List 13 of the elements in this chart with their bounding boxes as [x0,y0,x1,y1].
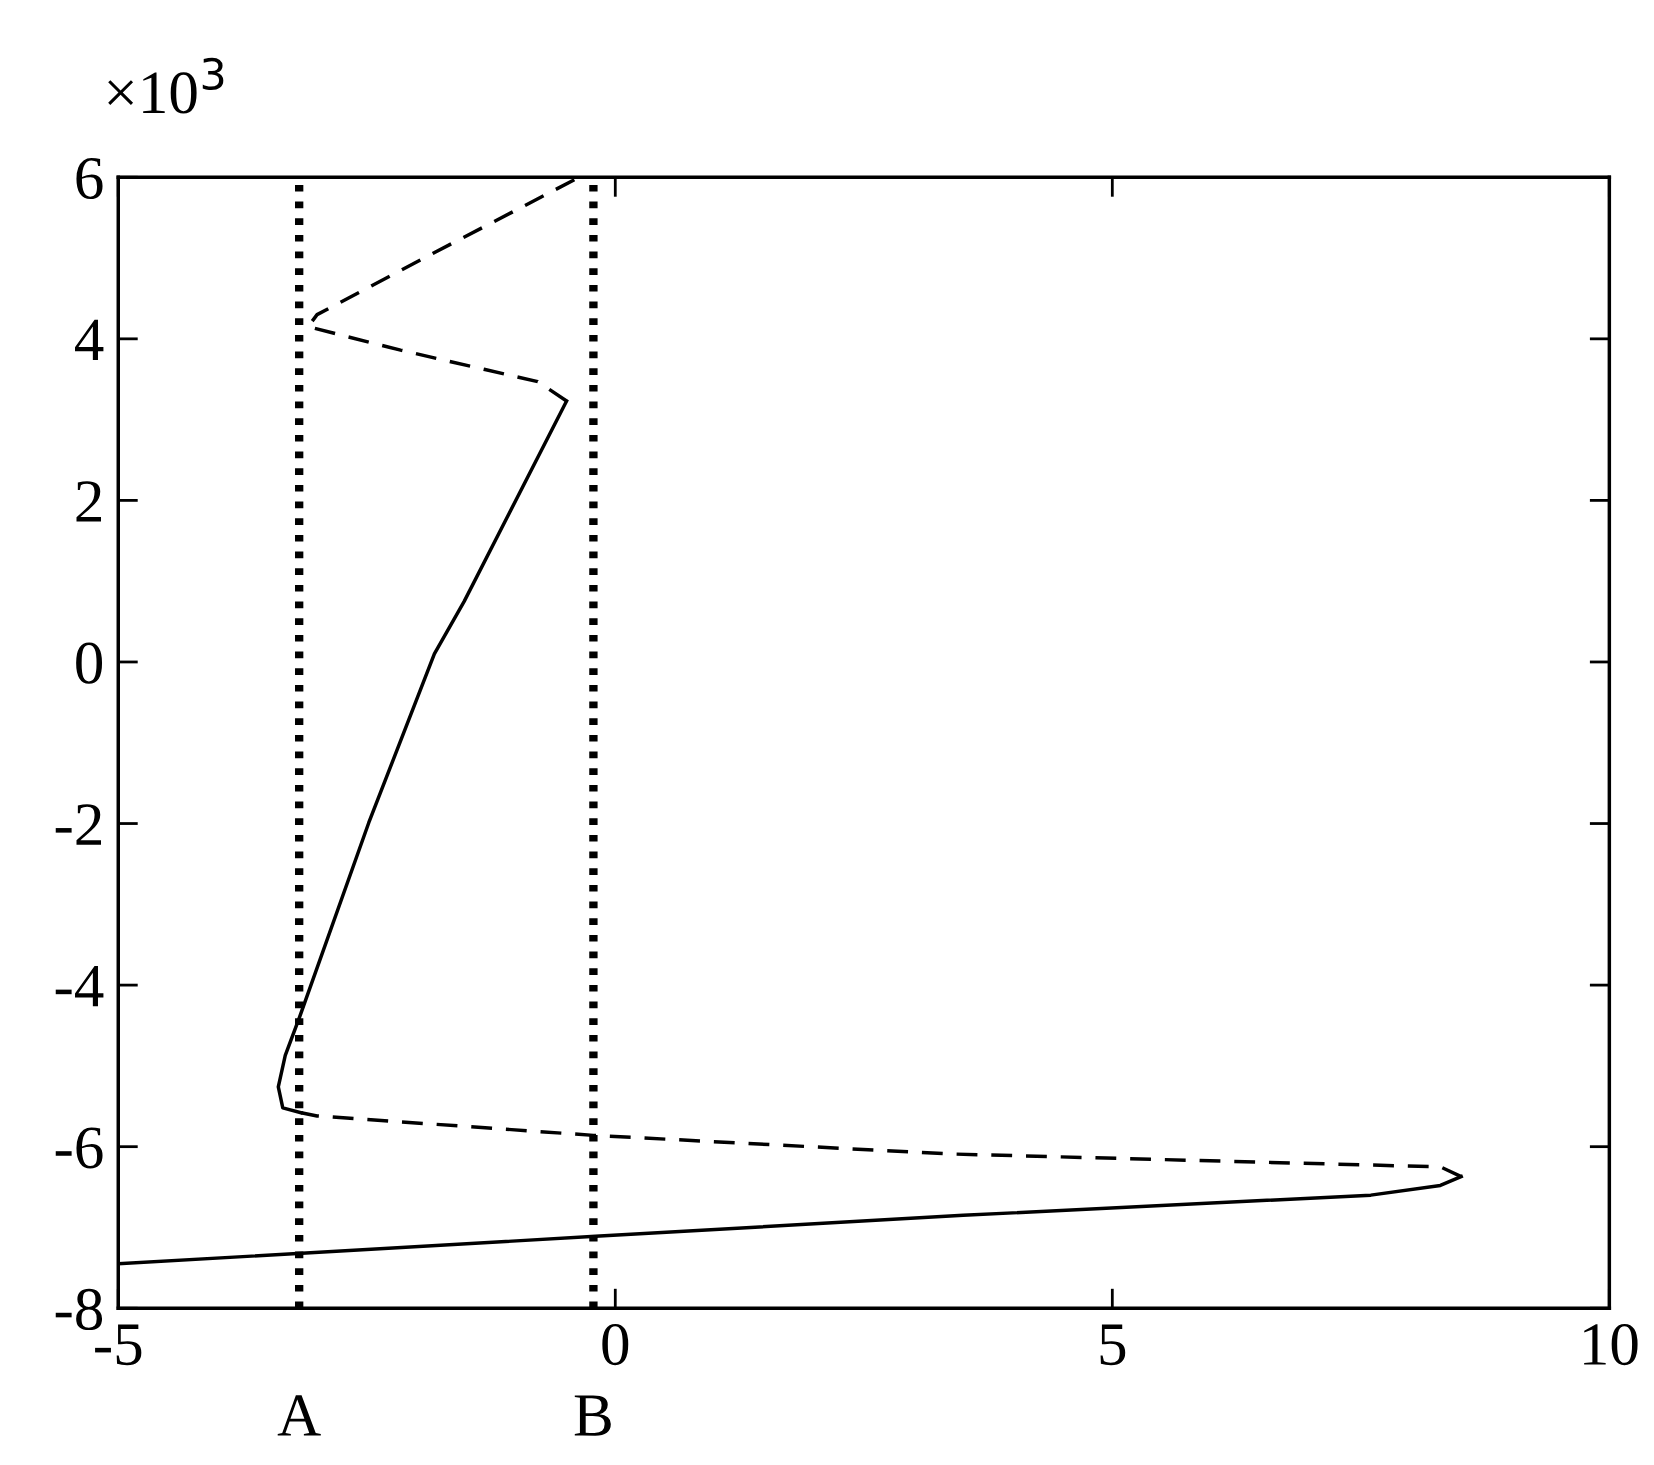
x-tick-label: 5 [1100,1324,1126,1366]
y-tick-label: -6 [55,1127,103,1169]
y-tick-label: 2 [76,481,101,522]
y-tick-label: -2 [55,804,101,845]
y-tick-label: 0 [76,642,103,684]
y-tick-label: 6 [76,158,103,200]
y-tick-label: -4 [55,966,104,1007]
ref-line-label: A [277,1395,321,1436]
x-tick-label: 0 [602,1323,629,1366]
ref-line-label: B [574,1395,611,1436]
y-tick-label: 4 [75,319,104,361]
text: ×10$^{3}$ [108,57,224,114]
x-tick-label: 10 [1584,1323,1638,1366]
